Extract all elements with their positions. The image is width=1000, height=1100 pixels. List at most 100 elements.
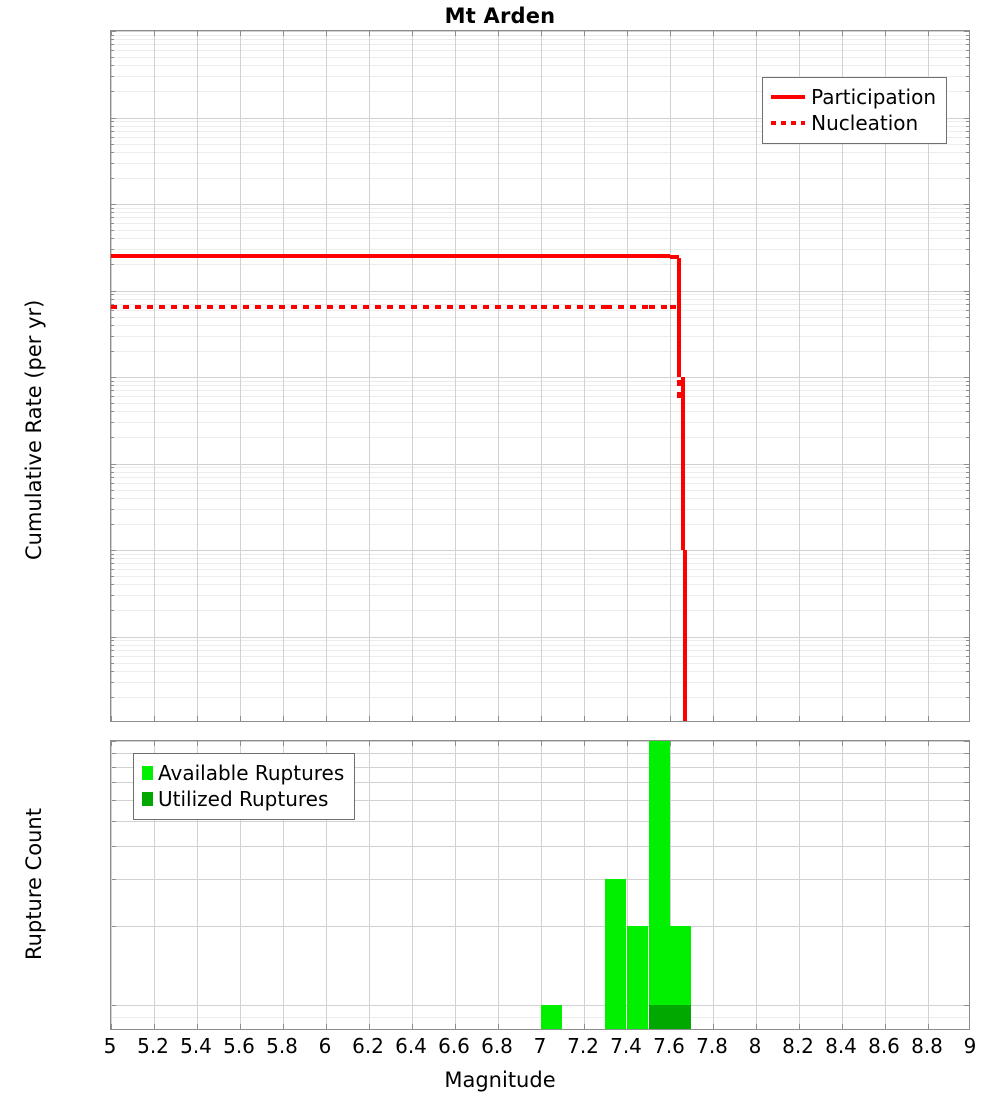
x-tick (756, 1024, 757, 1029)
legend-item[interactable]: Available Ruptures (142, 760, 344, 786)
y-tick-minor (966, 656, 969, 657)
gridline-h-minor (111, 498, 969, 499)
y-tick-minor (111, 584, 114, 585)
y-tick-minor (966, 640, 969, 641)
x-tick (455, 31, 456, 36)
y-tick (111, 782, 116, 783)
y-tick-minor (111, 490, 114, 491)
x-tick-label: 5.6 (223, 1034, 255, 1058)
gridline-h (111, 753, 969, 754)
x-tick (326, 31, 327, 36)
x-tick-label: 8 (748, 1034, 762, 1058)
x-tick (111, 741, 112, 746)
available-rupture-bar (627, 926, 648, 1029)
legend-item[interactable]: Participation (771, 84, 936, 110)
y-tick-minor (966, 490, 969, 491)
gridline-h (111, 31, 969, 32)
bottom-y-axis-title: Rupture Count (22, 808, 46, 960)
gridline-h (111, 118, 969, 119)
gridline-v (584, 31, 585, 721)
gridline-h-minor (111, 65, 969, 66)
x-tick (928, 716, 929, 721)
x-tick (627, 716, 628, 721)
gridline-h-minor (111, 137, 969, 138)
y-tick-minor (966, 351, 969, 352)
y-tick (111, 926, 116, 927)
x-tick (713, 31, 714, 36)
x-tick-label: 8.6 (868, 1034, 900, 1058)
y-tick-minor (111, 569, 114, 570)
y-tick-minor (111, 645, 114, 646)
y-tick (964, 637, 969, 638)
x-tick (455, 716, 456, 721)
x-tick-label: 7.2 (567, 1034, 599, 1058)
gridline-h-minor (111, 569, 969, 570)
y-tick-minor (966, 50, 969, 51)
x-tick (154, 31, 155, 36)
x-tick (541, 741, 542, 746)
y-tick-minor (111, 558, 114, 559)
nucleation-curve (541, 304, 606, 309)
y-tick-minor (111, 411, 114, 412)
y-tick (111, 800, 116, 801)
y-tick (964, 782, 969, 783)
y-tick-minor (966, 396, 969, 397)
y-tick (964, 291, 969, 292)
x-tick (842, 716, 843, 721)
x-tick-label: 7.8 (696, 1034, 728, 1058)
gridline-v (326, 31, 327, 721)
y-tick-minor (966, 595, 969, 596)
y-tick (964, 821, 969, 822)
legend-item[interactable]: Utilized Ruptures (142, 786, 344, 812)
y-tick-minor (966, 385, 969, 386)
y-tick-minor (111, 50, 114, 51)
gridline-h-minor (111, 411, 969, 412)
x-tick (584, 716, 585, 721)
x-tick (670, 741, 671, 746)
y-tick-minor (111, 498, 114, 499)
x-tick (283, 741, 284, 746)
gridline-v (240, 31, 241, 721)
x-tick (326, 741, 327, 746)
gridline-h-minor (111, 1017, 969, 1018)
legend-label: Nucleation (811, 111, 919, 135)
gridline-v (756, 741, 757, 1029)
x-tick (842, 1024, 843, 1029)
gridline-h-minor (111, 50, 969, 51)
y-tick (964, 879, 969, 880)
y-tick (964, 800, 969, 801)
y-tick-minor (111, 144, 114, 145)
x-tick (713, 716, 714, 721)
y-tick-minor (111, 437, 114, 438)
gridline-v (283, 31, 284, 721)
y-tick-minor (111, 650, 114, 651)
x-tick (627, 741, 628, 746)
x-tick-label: 6.2 (352, 1034, 384, 1058)
x-tick-label: 7.6 (653, 1034, 685, 1058)
gridline-h-minor (111, 121, 969, 122)
gridline-h (111, 464, 969, 465)
x-tick (369, 716, 370, 721)
utilized-rupture-bar (670, 1005, 691, 1029)
gridline-h-minor (111, 299, 969, 300)
x-tick (197, 716, 198, 721)
gridline-h-minor (111, 310, 969, 311)
gridline-h-minor (111, 57, 969, 58)
y-tick-minor (111, 403, 114, 404)
y-tick-minor (966, 650, 969, 651)
x-tick (455, 741, 456, 746)
y-tick-minor (966, 212, 969, 213)
x-tick (756, 716, 757, 721)
y-tick-minor (111, 554, 114, 555)
dotted-line-icon (771, 121, 806, 125)
gridline-h-minor (111, 294, 969, 295)
gridline-v (154, 31, 155, 721)
x-tick (240, 741, 241, 746)
x-tick-label: 5.8 (266, 1034, 298, 1058)
legend-item[interactable]: Nucleation (771, 110, 936, 136)
y-tick (964, 377, 969, 378)
y-tick (111, 464, 116, 465)
legend-label: Utilized Ruptures (158, 787, 329, 811)
x-tick (885, 716, 886, 721)
x-tick (928, 1024, 929, 1029)
